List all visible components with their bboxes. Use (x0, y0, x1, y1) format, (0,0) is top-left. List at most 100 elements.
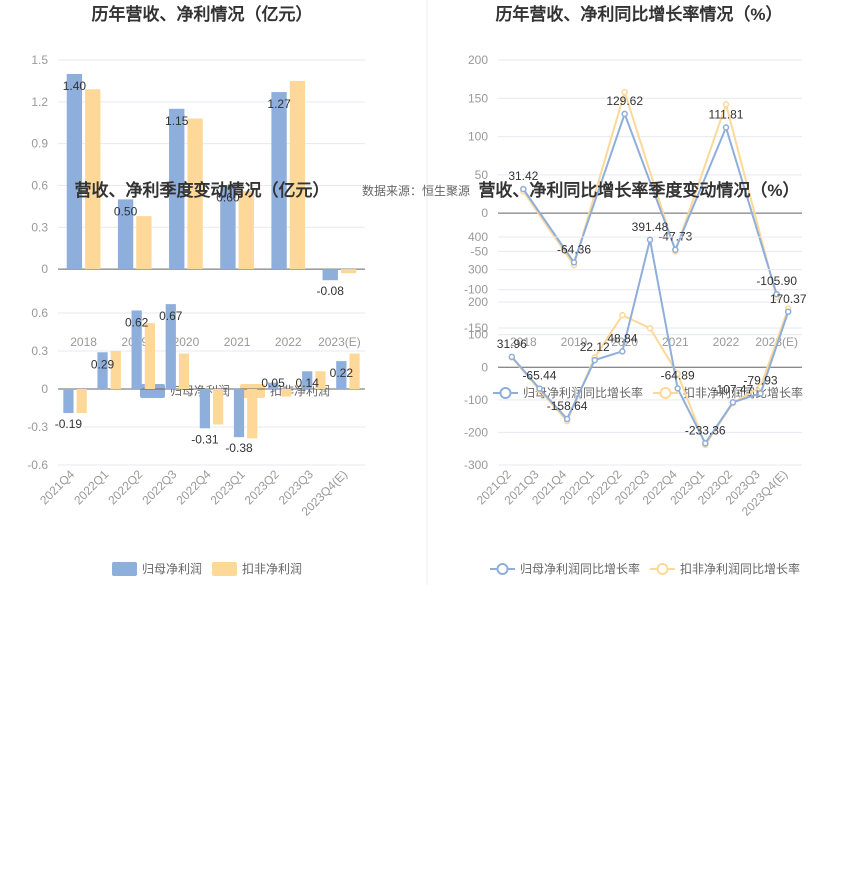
data-label: -65.44 (522, 369, 556, 383)
point-primary (729, 399, 737, 406)
point-primary (784, 308, 792, 316)
y-tick-label: 150 (468, 91, 488, 105)
x-tick-label: 2018 (510, 335, 537, 349)
bar-primary (322, 269, 338, 281)
y-tick-label: 400 (468, 230, 488, 244)
data-label: 1.15 (165, 114, 189, 128)
y-tick-label: 0.9 (31, 137, 48, 151)
y-tick-label: 200 (468, 53, 488, 67)
y-tick-label: 1.2 (31, 95, 48, 109)
y-tick-label: 0.3 (31, 220, 48, 234)
legend-swatch-primary[interactable] (112, 562, 137, 576)
point-primary (520, 185, 527, 193)
chart-title: 历年营收、净利同比增长率情况（%） (495, 4, 782, 24)
bar-primary (117, 199, 134, 270)
legend-label-secondary[interactable]: 扣非净利润同比增长率 (683, 385, 803, 400)
bar-primary (131, 310, 142, 389)
y-tick-label: 0.3 (31, 344, 48, 358)
point-primary (591, 356, 598, 364)
x-tick-label: 2019 (561, 335, 588, 349)
y-tick-label: 200 (468, 295, 488, 309)
bar-primary (63, 389, 74, 414)
data-label: 1.27 (267, 97, 291, 111)
legend-marker-secondary[interactable] (659, 387, 672, 399)
bar-primary (302, 371, 313, 389)
data-label: -105.90 (756, 274, 797, 288)
data-label: 0.05 (261, 376, 285, 390)
y-tick-label: 0 (481, 360, 488, 374)
y-tick-label: 300 (468, 263, 488, 277)
x-tick-label: 2022 (713, 335, 740, 349)
legend-label-secondary[interactable]: 扣非净利润同比增长率 (680, 561, 800, 576)
data-label: 48.84 (607, 331, 637, 345)
y-tick-label: 0.6 (31, 306, 48, 320)
legend-label-secondary[interactable]: 扣非净利润 (242, 562, 302, 576)
data-label: -0.31 (191, 432, 219, 446)
point-primary (621, 110, 628, 118)
legend-swatch-secondary[interactable] (212, 562, 237, 576)
y-tick-label: -100 (464, 283, 488, 297)
y-tick-label: -0.6 (27, 458, 48, 472)
bar-secondary (136, 216, 152, 270)
bar-primary (199, 389, 210, 429)
point-primary (674, 385, 681, 392)
y-tick-label: 0 (41, 382, 48, 396)
bar-primary (233, 389, 245, 438)
data-label: 111.81 (709, 108, 744, 122)
series-line-secondary (522, 88, 778, 298)
y-tick-label: -200 (464, 425, 488, 439)
y-tick-label: 0 (41, 262, 48, 276)
bar-secondary (289, 80, 306, 270)
bar-secondary (144, 323, 156, 389)
x-tick-label: 2020 (173, 335, 200, 349)
y-tick-label: 50 (475, 168, 489, 182)
data-label: -158.64 (547, 399, 588, 413)
bar-secondary (76, 389, 87, 414)
bar-primary (271, 92, 287, 270)
point-secondary (621, 88, 628, 96)
legend-marker-secondary[interactable] (656, 563, 669, 575)
data-label: 129.62 (606, 94, 643, 108)
data-label: -79.93 (744, 373, 778, 387)
bar-secondary (238, 191, 254, 270)
bar-primary (66, 73, 83, 270)
point-primary (646, 236, 654, 244)
data-label: 0.67 (159, 309, 183, 323)
legend-label-primary[interactable]: 归母净利润同比增长率 (520, 561, 640, 576)
point-primary (508, 353, 516, 361)
legend-label-primary[interactable]: 归母净利润 (142, 562, 202, 576)
y-tick-label: -0.3 (27, 420, 48, 434)
data-label: 0.14 (296, 376, 320, 390)
y-tick-label: 100 (468, 328, 488, 342)
bar-primary (220, 185, 236, 270)
data-label: -0.38 (225, 441, 253, 455)
point-primary (619, 348, 626, 355)
data-label: -0.08 (317, 284, 345, 298)
legend-label-primary[interactable]: 归母净利润同比增长率 (523, 385, 643, 400)
legend-marker-primary[interactable] (499, 387, 512, 399)
point-secondary (619, 311, 626, 319)
chart-title: 营收、净利同比增长率季度变动情况（%） (478, 180, 799, 200)
data-label: 31.96 (497, 337, 527, 351)
x-tick-label: 2022 (275, 335, 302, 349)
bar-secondary (187, 118, 203, 270)
bar-primary (336, 361, 347, 389)
data-label: 0.60 (216, 190, 240, 204)
bar-secondary (247, 389, 258, 439)
data-label: -107.47 (713, 382, 754, 396)
y-tick-label: -100 (464, 393, 488, 407)
bar-secondary (349, 353, 360, 389)
data-label: 0.22 (330, 366, 354, 380)
series-line-primary (522, 110, 778, 295)
data-label: 0.62 (125, 315, 149, 329)
bar-secondary (178, 353, 190, 389)
legend-marker-primary[interactable] (496, 563, 509, 575)
y-tick-label: -50 (471, 244, 489, 258)
point-secondary (722, 101, 730, 108)
bar-secondary (213, 389, 224, 425)
x-tick-label: 2021 (224, 335, 251, 349)
y-tick-label: -300 (464, 458, 488, 472)
